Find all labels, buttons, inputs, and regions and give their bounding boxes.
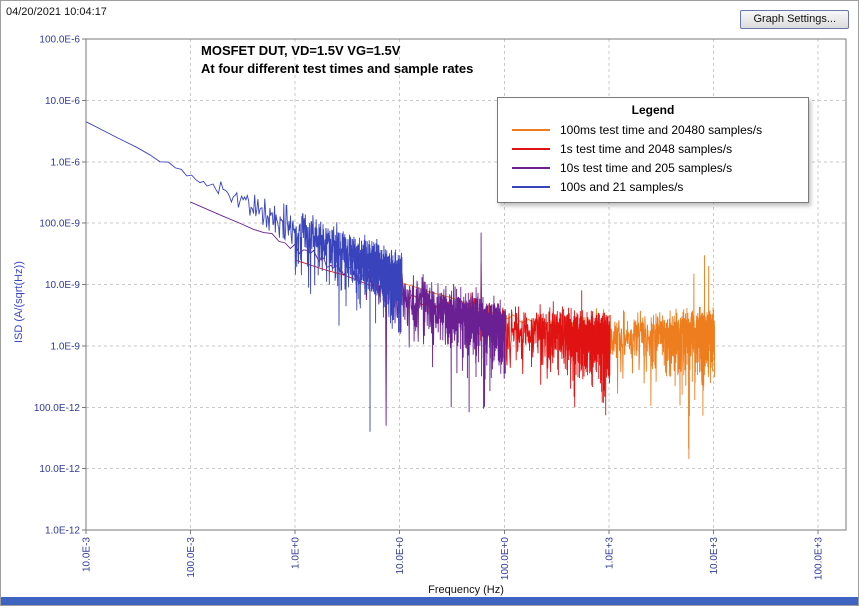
legend-title: Legend (631, 103, 675, 117)
x-tick-label: 1.0E+0 (291, 537, 302, 569)
x-axis-label: Frequency (Hz) (428, 584, 504, 596)
legend-item-10s: 10s test time and 205 samples/s (498, 158, 808, 177)
y-tick-label: 10.0E-12 (39, 464, 80, 475)
x-tick-label: 100.0E+0 (500, 537, 511, 581)
legend-swatch-1s (512, 147, 550, 150)
chart-title: MOSFET DUT, VD=1.5V VG=1.5V At four diff… (201, 42, 473, 78)
legend-label-100ms: 100ms test time and 20480 samples/s (560, 122, 763, 137)
y-tick-label: 100.0E-12 (34, 403, 81, 414)
x-tick-label: 100.0E+3 (814, 537, 825, 581)
y-tick-label: 100.0E-6 (39, 35, 80, 46)
y-tick-label: 10.0E-6 (45, 96, 80, 107)
x-tick-label: 10.0E+0 (395, 537, 406, 575)
y-axis-label: ISD (A/(sqrt(Hz)) (13, 261, 25, 343)
legend-items: 100ms test time and 20480 samples/s 1s te… (498, 120, 808, 196)
trace-100ms (399, 255, 716, 460)
y-tick-label: 10.0E-9 (45, 280, 80, 291)
legend-item-100s: 100s and 21 samples/s (498, 177, 808, 196)
trace-10s (190, 201, 506, 426)
y-tick-label: 1.0E-12 (45, 526, 80, 537)
timestamp: 04/20/2021 10:04:17 (6, 6, 107, 18)
chart-title-line1: MOSFET DUT, VD=1.5V VG=1.5V (201, 43, 401, 58)
legend: Legend 100ms test time and 20480 samples… (497, 97, 809, 203)
x-tick-label: 10.0E-3 (82, 537, 93, 572)
window-bottom-strip (1, 597, 858, 605)
legend-swatch-10s (512, 166, 550, 169)
legend-label-1s: 1s test time and 2048 samples/s (560, 141, 733, 156)
graph-settings-button[interactable]: Graph Settings... (740, 10, 849, 29)
legend-swatch-100ms (512, 128, 550, 131)
x-tick-label: 10.0E+3 (709, 537, 720, 575)
y-tick-label: 1.0E-9 (51, 341, 81, 352)
legend-label-100s: 100s and 21 samples/s (560, 179, 684, 194)
legend-item-1s: 1s test time and 2048 samples/s (498, 139, 808, 158)
x-tick-label: 100.0E-3 (186, 537, 197, 578)
y-tick-label: 1.0E-6 (51, 157, 81, 168)
chart-title-line2: At four different test times and sample … (201, 61, 474, 76)
trace-1s (295, 259, 611, 416)
legend-label-10s: 10s test time and 205 samples/s (560, 160, 733, 175)
x-tick-label: 1.0E+3 (604, 537, 615, 569)
y-tick-label: 100.0E-9 (39, 219, 80, 230)
trace-100s (86, 121, 403, 432)
legend-swatch-100s (512, 185, 550, 188)
legend-item-100ms: 100ms test time and 20480 samples/s (498, 120, 808, 139)
